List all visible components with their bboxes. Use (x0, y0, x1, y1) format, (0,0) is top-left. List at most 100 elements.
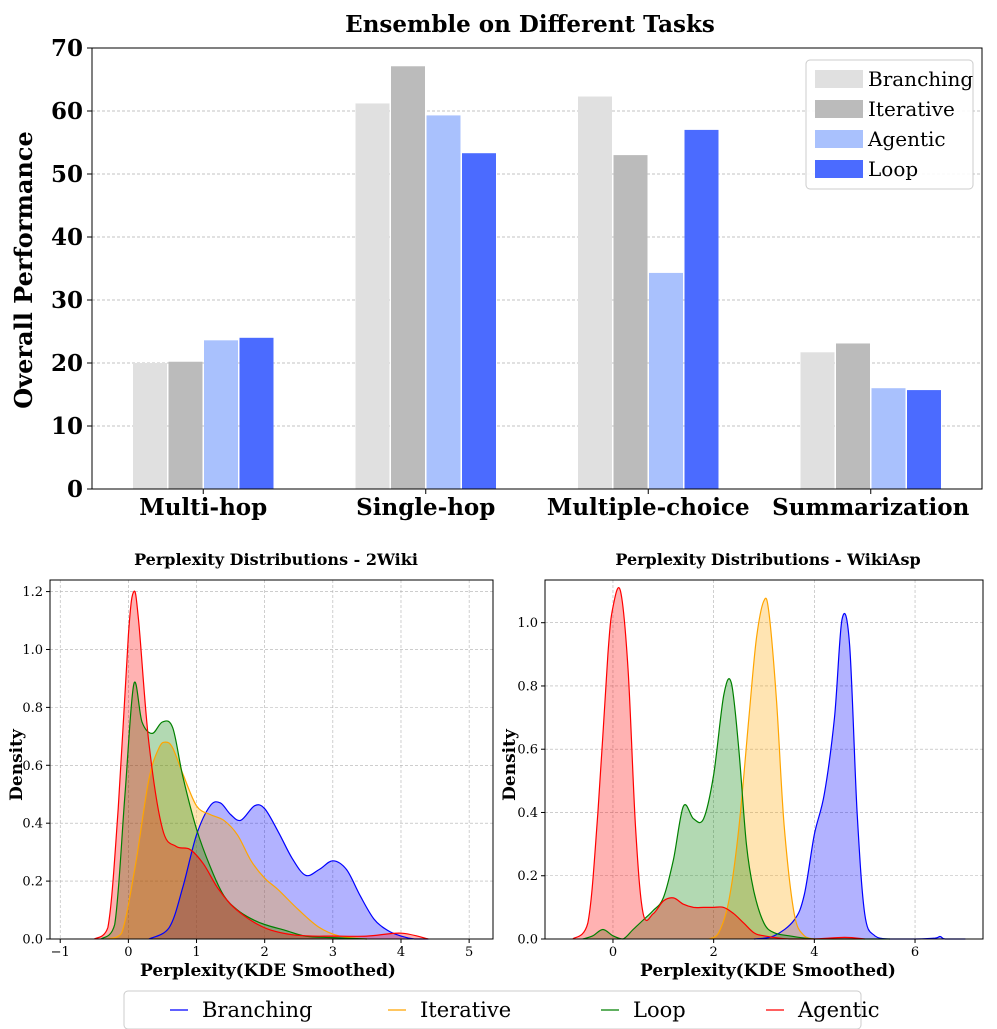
kde-ytick-label: 0.2 (22, 875, 43, 890)
kde-xtick-label: 4 (397, 945, 405, 960)
kde-xtick-label: 3 (329, 945, 337, 960)
kde-fills (94, 591, 429, 939)
bar (355, 103, 390, 489)
kde-axes: −1 0 1 2 3 4 5 0.0 0.2 0.4 0.6 0.8 1.0 1.2 (22, 579, 494, 960)
kde-area-branching (148, 801, 429, 939)
bar-legend-label: Agentic (867, 127, 946, 151)
bar-ytick-label: 10 (51, 413, 83, 440)
bar-legend-label: Branching (868, 67, 973, 91)
bar-legend-label: Iterative (868, 97, 955, 121)
bar (907, 390, 941, 489)
kde-line-iterative (107, 741, 367, 940)
kde-axes-frame (544, 579, 984, 940)
kde-2wiki-ylabel: Density (7, 728, 27, 801)
bar (836, 343, 870, 489)
bar-ytick-label: 30 (51, 287, 83, 314)
bar-ytick-label: 0 (67, 476, 83, 503)
kde-area-agentic (94, 591, 429, 939)
bar-xtick-label: Single-hop (356, 494, 495, 521)
kde-ytick-label: 1.0 (517, 616, 538, 631)
kde-xtick-label: 2 (261, 945, 269, 960)
kde-ytick-label: 1.0 (22, 643, 43, 658)
bar-legend-frame (805, 59, 974, 190)
bottom-legend-frame (123, 990, 862, 1029)
kde-ytick-label: 0.2 (517, 869, 538, 884)
kde-ytick-label: 0.6 (517, 743, 538, 758)
kde-chart-2wiki: Perplexity Distributions - 2Wiki Perplex… (7, 550, 494, 981)
kde-axes-frame (49, 579, 494, 940)
kde-ytick-label: 0.4 (22, 817, 43, 832)
bar (426, 115, 461, 489)
kde-ytick-label: 0.4 (517, 806, 538, 821)
bar-legend-label: Loop (868, 157, 918, 181)
bar (649, 272, 683, 489)
kde-line-agentic (572, 587, 865, 940)
bar-xtick-label: Multiple-choice (547, 494, 750, 521)
kde-2wiki-title: Perplexity Distributions - 2Wiki (134, 550, 418, 569)
kde-ytick-label: 0.0 (517, 933, 538, 948)
bottom-legend-label: Branching (202, 998, 313, 1022)
bar-chart-ylabel: Overall Performance (9, 131, 38, 408)
bar-chart-title: Ensemble on Different Tasks (345, 11, 715, 38)
kde-area-loop (582, 678, 890, 939)
bottom-legend-label: Loop (633, 998, 686, 1022)
kde-xtick-label: −1 (51, 945, 70, 960)
bar (462, 153, 496, 489)
bar (684, 129, 719, 489)
bar-axes-frame (91, 47, 983, 490)
bar-chart-axes: 0 10 20 30 40 50 60 70 Multi-hop Single-hop Multip… (51, 35, 983, 521)
bar (204, 340, 238, 489)
kde-axes: 0 2 4 6 0.0 0.2 0.4 0.6 0.8 1.0 (517, 579, 984, 960)
bar (391, 66, 425, 490)
kde-ytick-label: 0.0 (22, 933, 43, 948)
kde-area-iterative (107, 742, 367, 939)
kde-xtick-label: 5 (465, 945, 473, 960)
bottom-legend: Branching Iterative Loop Agentic (123, 990, 879, 1029)
bar (613, 155, 648, 489)
kde-lines (93, 590, 429, 940)
kde-wikiasp-title: Perplexity Distributions - WikiAsp (615, 550, 920, 569)
kde-line-loop (100, 681, 367, 940)
bar-legend-swatch (815, 130, 863, 148)
kde-line-branching (753, 613, 966, 940)
bar-xtick-label: Summarization (772, 494, 969, 521)
bar-chart-legend: Branching Iterative Agentic Loop (805, 59, 974, 190)
kde-line-iterative (708, 597, 815, 940)
bar (168, 361, 203, 489)
bar-xtick-label: Multi-hop (139, 494, 267, 521)
bar-ytick-label: 20 (51, 350, 83, 377)
kde-chart-wikiasp: Perplexity Distributions - WikiAsp Perpl… (500, 550, 984, 981)
kde-xtick-label: 6 (911, 945, 919, 960)
kde-fills (572, 587, 966, 939)
bar-ytick-label: 70 (51, 35, 83, 62)
kde-area-agentic (572, 587, 865, 939)
bar-ytick-label: 60 (51, 98, 83, 125)
bar-legend-swatch (815, 160, 863, 178)
kde-xtick-label: 4 (810, 945, 818, 960)
bar-chart: Ensemble on Different Tasks Overall Perf… (9, 11, 983, 521)
bottom-legend-label: Iterative (420, 998, 511, 1022)
bar (133, 363, 167, 489)
bar (800, 352, 835, 489)
kde-ytick-label: 1.2 (22, 585, 43, 600)
kde-xtick-label: 1 (192, 945, 200, 960)
bar-legend-swatch (815, 70, 863, 88)
kde-ytick-label: 0.6 (22, 759, 43, 774)
kde-xtick-label: 0 (124, 945, 132, 960)
kde-2wiki-xlabel: Perplexity(KDE Smoothed) (140, 961, 396, 981)
kde-line-agentic (93, 590, 429, 940)
kde-area-iterative (708, 598, 815, 939)
kde-wikiasp-ylabel: Density (500, 728, 520, 801)
bar-ytick-label: 50 (51, 161, 83, 188)
kde-xtick-label: 0 (609, 945, 617, 960)
kde-xtick-label: 2 (710, 945, 718, 960)
bar (239, 337, 274, 489)
bar (578, 96, 612, 489)
kde-ytick-label: 0.8 (22, 701, 43, 716)
kde-line-branching (148, 801, 429, 940)
kde-area-loop (101, 682, 367, 939)
bar-legend-swatch (815, 100, 863, 118)
kde-ytick-label: 0.8 (517, 679, 538, 694)
bar (871, 388, 906, 489)
